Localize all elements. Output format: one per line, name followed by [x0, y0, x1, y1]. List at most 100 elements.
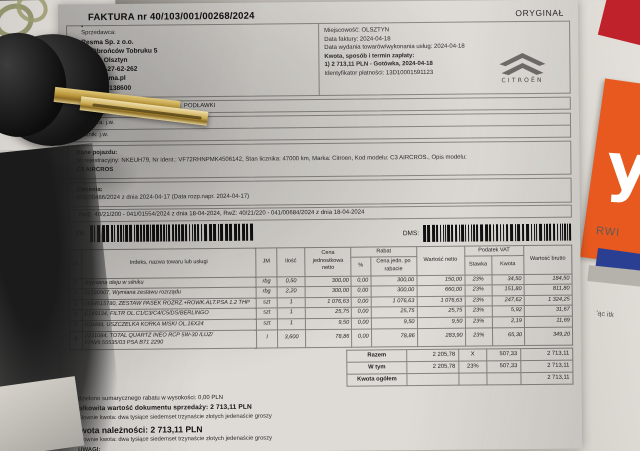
cell-jm: rbg: [256, 287, 278, 298]
th-name: Indeks, nazwa towaru lub usługi: [81, 247, 257, 279]
th-jm: JM: [255, 247, 277, 277]
totals-ogolem-blank-2: [458, 372, 488, 385]
cell-vat-amount: 247,62: [491, 295, 525, 307]
totals-wtym-vat: 507,33: [486, 360, 521, 373]
orders-box: Zlecenia: 603/00486/2024 z dnia 2024-04-…: [67, 177, 572, 208]
cell-vat-amount: 2,19: [492, 316, 525, 328]
cell-rebate-price: 300,00: [370, 285, 417, 297]
cell-rebate-price: 300,00: [370, 275, 417, 287]
orange-flyer-glyph: y.: [604, 129, 640, 208]
cell-rebate-pct: 0,00: [351, 275, 371, 287]
cell-unit-price: 300,00: [305, 286, 352, 298]
totals-ogolem-blank-1: [406, 372, 460, 386]
th-rebate-pct: %: [351, 257, 371, 276]
cell-net-value: 660,00: [416, 285, 465, 297]
cell-rebate-pct: 0,00: [351, 317, 372, 329]
cell-unit-price: 9,50: [305, 318, 352, 330]
table-row: 62231084, TOTAL QUARTZ INEO RCP 5W-30 /L…: [69, 326, 573, 350]
cell-jm: szt: [256, 308, 278, 320]
totals-razem-net: 2 205,78: [406, 348, 459, 362]
vehicle-box: Dane pojazdu: Nr rejestracyjny: NKEUH79,…: [67, 140, 572, 180]
cell-qty: 2,20: [276, 286, 306, 298]
meta-block: Miejscowość: OLSZTYN Data faktury: 2024-…: [319, 22, 570, 95]
cell-rebate-pct: 0,00: [351, 328, 372, 347]
header-box: Sprzedawca: Resma Sp. z o.o. Al. Obrońcó…: [66, 20, 571, 99]
cell-vat-amount: 151,80: [491, 284, 525, 296]
th-gross-value: Wartość brutto: [523, 244, 572, 275]
totals-table: Razem 2 205,78 X 507,33 2 713,11 W tym 2…: [346, 347, 574, 386]
cell-rebate-pct: 0,00: [351, 286, 371, 297]
cell-net-value: 283,90: [417, 327, 466, 347]
totals-row-ogolem: Kwota ogółem 2 713,11: [346, 371, 574, 386]
totals-wtym-rate: 23%: [458, 360, 487, 373]
cell-gross-value: 349,20: [524, 326, 573, 346]
footer-block: Udzielono sumarycznego rabatu w wysokośc…: [70, 390, 575, 451]
th-qty: Ilość: [276, 247, 306, 277]
invoice-document: ORYGINAŁ ▪ FAKTURA nr 40/103/001/00268/2…: [57, 0, 583, 451]
totals-razem-rate: X: [458, 348, 487, 361]
cell-rebate-price: 1 076,63: [370, 296, 417, 308]
cell-qty: 1: [277, 307, 306, 319]
cell-rebate-price: 25,75: [370, 306, 417, 318]
cell-gross-value: 1 324,25: [524, 294, 573, 306]
cell-jm: l: [256, 329, 278, 348]
cell-jm: szt: [256, 297, 278, 309]
totals-wtym-net: 2 205,78: [406, 360, 459, 374]
cell-qty: 3,600: [277, 329, 306, 348]
cell-gross-value: 11,69: [524, 316, 573, 328]
th-unit-price: Cena jednostkowa netto: [304, 246, 352, 277]
totals-ogolem-label: Kwota ogółem: [346, 373, 408, 386]
items-table: Lp. Indeks, nazwa towaru lub usługi JM I…: [68, 244, 573, 350]
cell-net-value: 150,00: [416, 274, 465, 286]
cell-qty: 1: [277, 297, 306, 309]
fk-barcode: [90, 223, 254, 242]
th-rebate-price: Cena jedn. po rabacie: [370, 256, 417, 276]
totals-ogolem-gross: 2 713,11: [520, 371, 574, 385]
cell-rebate-pct: 0,00: [351, 296, 371, 308]
cell-vat-rate: 23%: [464, 274, 492, 286]
th-net-value: Wartość netto: [416, 245, 465, 276]
seller-bdo: BDO 000138600: [81, 84, 132, 92]
cell-rebate-price: 9,50: [371, 317, 418, 329]
bullet-dot-icon: ▪: [81, 24, 84, 31]
cell-vat-rate: 23%: [464, 316, 493, 328]
cell-vat-rate: 23%: [464, 306, 493, 318]
cell-unit-price: 78,86: [305, 328, 352, 348]
cell-net-value: 25,75: [416, 306, 465, 318]
cell-vat-rate: 23%: [465, 327, 493, 346]
copy-marker: ORYGINAŁ: [515, 7, 565, 19]
cell-vat-amount: 5,92: [492, 305, 525, 317]
th-vat-rate: Stawka: [464, 256, 492, 275]
totals-razem-label: Razem: [346, 349, 407, 362]
totals-wtym-label: W tym: [346, 361, 407, 374]
cell-qty: 1: [277, 318, 306, 330]
background-rwi-text: RWI: [595, 224, 621, 240]
cell-jm: szt: [256, 318, 278, 330]
cell-gross-value: 811,80: [524, 284, 573, 296]
cell-jm: rbg: [256, 276, 277, 288]
totals-ogolem-blank-3: [486, 372, 522, 385]
cell-rebate-pct: 0,00: [351, 307, 372, 319]
buyer-label: Nabywca:: [77, 104, 105, 111]
totals-razem-gross: 2 713,11: [520, 347, 573, 361]
citroen-logo: CITROËN: [489, 52, 555, 85]
cell-unit-price: 25,75: [305, 307, 352, 319]
dms-label: DMS:: [402, 229, 420, 237]
seller-block: Sprzedawca: Resma Sp. z o.o. Al. Obrońcó…: [67, 23, 320, 98]
th-vat-amount: Kwota: [491, 255, 524, 275]
citroen-wordmark: CITROËN: [501, 76, 544, 85]
totals-razem-vat: 507,33: [486, 348, 521, 361]
cell-vat-amount: 65,30: [492, 327, 525, 346]
cell-net-value: 9,50: [416, 317, 466, 329]
cell-unit-price: 1 076,63: [305, 296, 352, 308]
cell-rebate-price: 78,86: [371, 328, 418, 347]
foreground-light-patch: [0, 376, 85, 451]
dms-barcode: [422, 223, 572, 242]
cell-unit-price: 300,00: [305, 275, 352, 287]
items-table-body: 1Wymiana oleju w silnikurbg0,50300,000,0…: [68, 273, 573, 350]
cell-vat-amount: 34,50: [491, 274, 525, 286]
citroen-chevrons-icon: [499, 53, 546, 76]
cell-qty: 0,50: [276, 276, 306, 288]
th-vat-group: Podatek VAT: [464, 245, 524, 257]
